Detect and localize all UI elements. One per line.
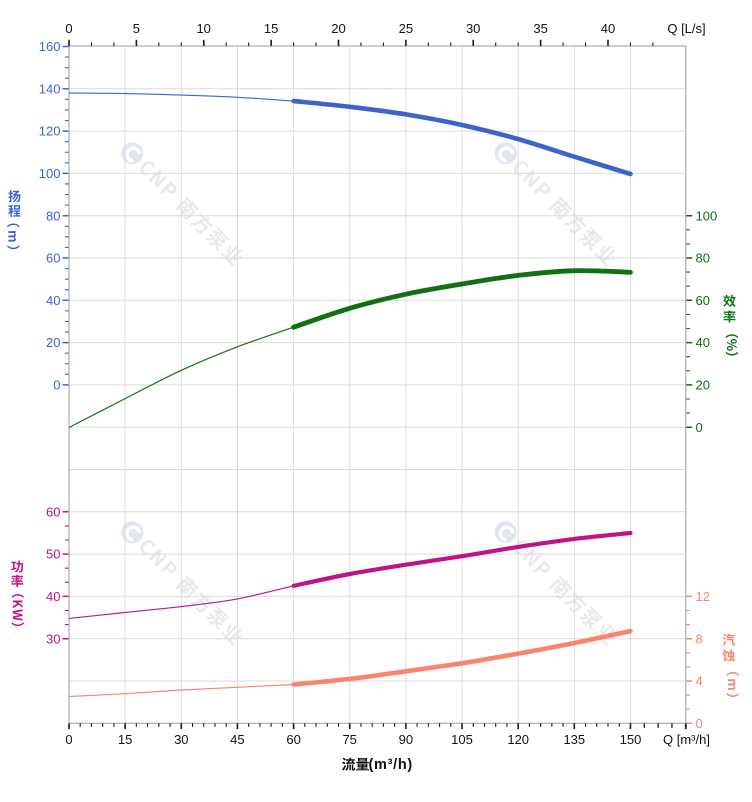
svg-text:20: 20 [46,335,60,350]
svg-text:135: 135 [563,732,585,747]
svg-text:(m³/h): (m³/h) [369,757,413,773]
svg-text:15: 15 [264,21,278,36]
svg-text:80: 80 [46,208,60,223]
svg-text:30: 30 [46,631,60,646]
svg-text:120: 120 [507,732,529,747]
svg-text:40: 40 [696,335,710,350]
svg-text:60: 60 [696,293,710,308]
svg-text:10: 10 [196,21,210,36]
svg-text:60: 60 [286,732,300,747]
svg-text:15: 15 [118,732,132,747]
svg-text:25: 25 [399,21,413,36]
svg-text:20: 20 [331,21,345,36]
svg-text:90: 90 [399,732,413,747]
svg-text:80: 80 [696,251,710,266]
svg-text:8: 8 [696,631,703,646]
svg-text:30: 30 [466,21,480,36]
svg-text:150: 150 [620,732,642,747]
svg-text:100: 100 [696,208,718,223]
svg-text:105: 105 [451,732,473,747]
svg-text:60: 60 [46,504,60,519]
svg-text:40: 40 [46,589,60,604]
svg-text:120: 120 [39,124,61,139]
svg-text:0: 0 [696,420,703,435]
svg-text:100: 100 [39,166,61,181]
svg-text:12: 12 [696,589,710,604]
svg-text:45: 45 [230,732,244,747]
svg-text:20: 20 [696,378,710,393]
svg-text:0: 0 [53,378,60,393]
svg-text:Q [L/s]: Q [L/s] [667,21,705,36]
svg-text:40: 40 [601,21,615,36]
svg-text:30: 30 [174,732,188,747]
svg-text:5: 5 [133,21,140,36]
svg-text:40: 40 [46,293,60,308]
svg-text:0: 0 [65,732,72,747]
svg-text:60: 60 [46,251,60,266]
svg-text:Q [m³/h]: Q [m³/h] [663,732,710,747]
svg-text:160: 160 [39,39,61,54]
svg-text:0: 0 [65,21,72,36]
svg-text:4: 4 [696,674,703,689]
svg-text:140: 140 [39,81,61,96]
svg-text:35: 35 [533,21,547,36]
svg-text:0: 0 [696,716,703,731]
svg-text:50: 50 [46,547,60,562]
svg-text:75: 75 [342,732,356,747]
